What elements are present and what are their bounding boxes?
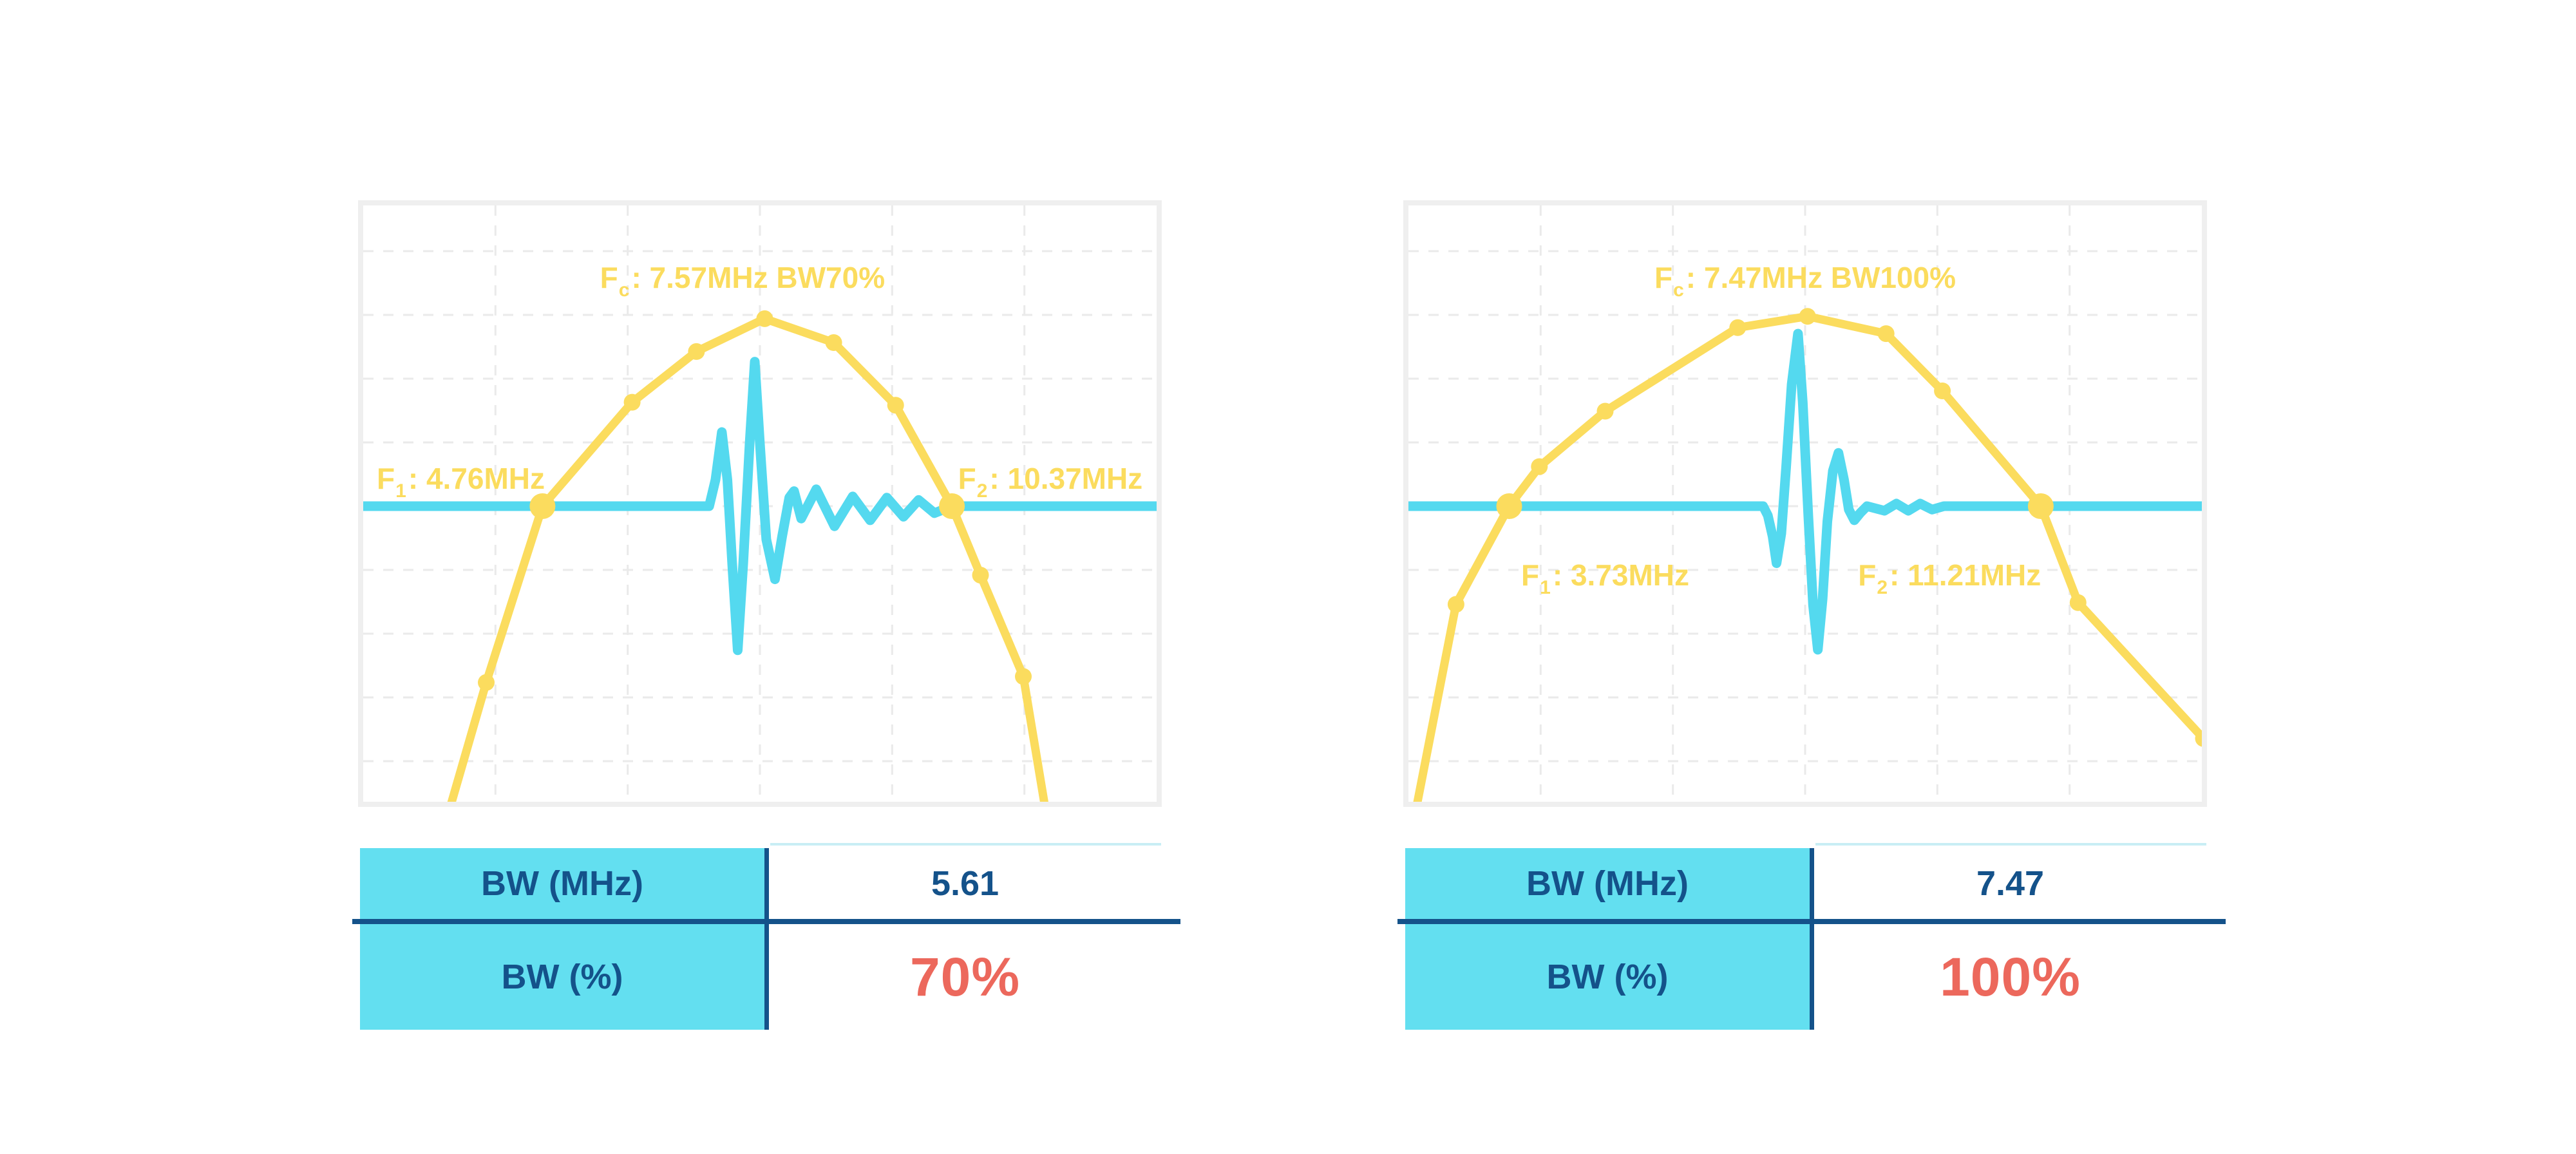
spectrum-pulse-plot [1408,205,2202,802]
fc-subscript: c [1673,279,1684,301]
table-column-divider [764,848,769,1030]
table-column-divider [1810,848,1814,1030]
table-top-rule [1815,843,2206,846]
bw-mhz-value: 7.47 [1976,864,2045,903]
f2-subscript: 2 [976,480,988,502]
bw-pct-value: 100% [1940,946,2081,1007]
bw-summary-table: BW (MHz) 5.61 BW (%) 70% [352,843,1180,1030]
fc-subscript: c [618,279,630,301]
f1-value-text: : 4.76MHz [408,461,545,495]
f1-symbol: F [377,461,395,495]
f2-value-text: : 10.37MHz [989,461,1143,495]
f2-value-text: : 11.21MHz [1889,558,2041,592]
bw-summary-table: BW (MHz) 7.47 BW (%) 100% [1397,843,2226,1030]
fc-annotation: Fc: 7.47MHz BW100% [1654,260,1956,301]
bw-pct-label: BW (%) [501,958,623,996]
chart-bw100: Fc: 7.47MHz BW100% F1: 3.73MHz F2: 11.21… [1403,200,2207,807]
fc-symbol: F [600,260,618,294]
f1-subscript: 1 [1540,576,1551,598]
f2-subscript: 2 [1877,576,1888,598]
table-label-column [360,848,764,1030]
plot-area-bw70: Fc: 7.57MHz BW70% F1: 4.76MHz F2: 10.37M… [363,205,1157,802]
table-label-column [1405,848,1810,1030]
f2-annotation: F2: 10.37MHz [958,461,1143,502]
table-row-divider [352,919,1180,924]
f1-subscript: 1 [395,480,406,502]
fc-annotation: Fc: 7.57MHz BW70% [600,260,885,301]
bw-mhz-value: 5.61 [931,864,999,903]
bw-mhz-label: BW (MHz) [1526,864,1689,903]
chart-bw70: Fc: 7.57MHz BW70% F1: 4.76MHz F2: 10.37M… [358,200,1162,807]
bw-pct-value: 70% [909,946,1021,1007]
fc-value-text: : 7.47MHz BW100% [1685,260,1956,294]
f1-value-text: : 3.73MHz [1552,558,1690,592]
f1-annotation: F1: 4.76MHz [377,461,545,502]
f2-symbol: F [958,461,976,495]
f1-symbol: F [1521,558,1540,592]
f2-annotation: F2: 11.21MHz [1858,558,2041,599]
fc-value-text: : 7.57MHz BW70% [631,260,886,294]
fc-symbol: F [1654,260,1673,294]
table-row-divider [1397,919,2226,924]
bw-pct-label: BW (%) [1546,958,1669,996]
bw-mhz-label: BW (MHz) [481,864,643,903]
plot-area-bw100: Fc: 7.47MHz BW100% F1: 3.73MHz F2: 11.21… [1408,205,2202,802]
spectrum-pulse-plot [363,205,1157,802]
f1-annotation: F1: 3.73MHz [1521,558,1689,599]
table-top-rule [770,843,1161,846]
f2-symbol: F [1858,558,1877,592]
